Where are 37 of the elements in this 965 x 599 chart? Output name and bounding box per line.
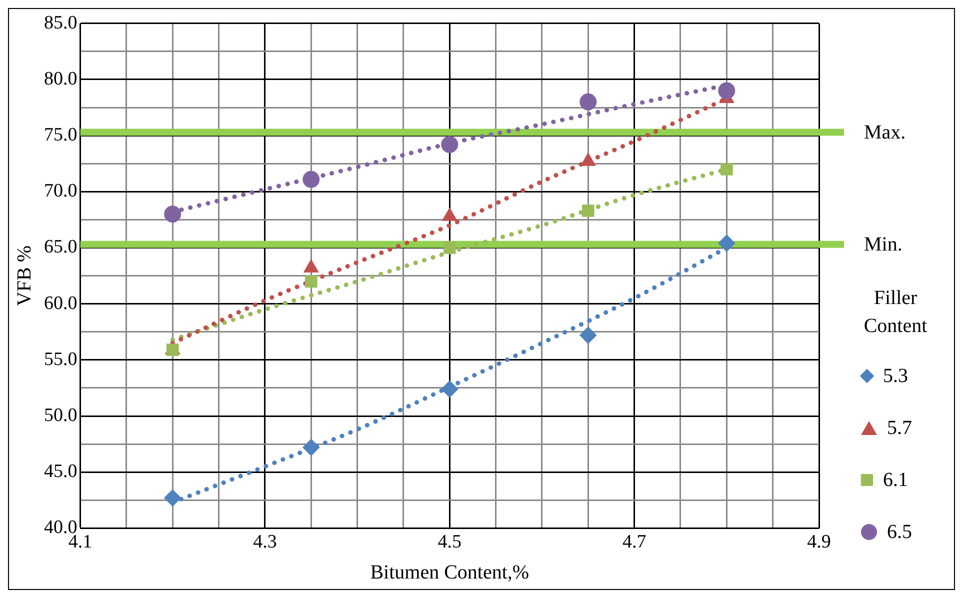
y-tick-label: 50.0: [44, 405, 78, 426]
x-axis-title: Bitumen Content,%: [370, 561, 530, 584]
point: [304, 275, 318, 288]
point: [164, 206, 182, 223]
y-tick-label: 85.0: [44, 12, 78, 34]
point: [302, 438, 320, 456]
y-tick-label: 45.0: [44, 461, 78, 482]
point: [441, 136, 458, 154]
point: [580, 326, 597, 344]
y-tick-label: 55.0: [44, 348, 78, 370]
y-tick-label: 60.0: [44, 292, 78, 314]
x-tick-label: 4.3: [253, 532, 277, 553]
y-axis-title: VFB %: [13, 246, 36, 306]
ref-line-label: Min.: [864, 234, 902, 256]
legend-label: 5.7: [887, 416, 912, 440]
y-tick-label: 80.0: [44, 68, 78, 90]
y-tick-label: 65.0: [44, 236, 78, 258]
point: [164, 489, 182, 506]
point: [443, 242, 456, 254]
legend-label: 6.5: [887, 520, 912, 544]
point: [718, 82, 736, 100]
point: [302, 170, 320, 188]
point: [580, 93, 597, 110]
point: [166, 344, 179, 356]
ref-line-label: Max.: [864, 121, 906, 144]
x-tick-label: 4.9: [807, 532, 831, 553]
point: [718, 234, 736, 252]
point: [441, 380, 458, 398]
x-tick-label: 4.5: [438, 532, 462, 553]
x-tick-label: 4.7: [622, 532, 646, 553]
legend-label: 6.1: [883, 468, 908, 492]
point: [582, 204, 594, 217]
y-tick-label: 70.0: [44, 180, 78, 202]
legend-title: Filler Content: [862, 286, 928, 339]
point: [720, 163, 733, 176]
legend-label: 5.3: [883, 364, 908, 388]
y-tick-label: 75.0: [44, 124, 78, 146]
